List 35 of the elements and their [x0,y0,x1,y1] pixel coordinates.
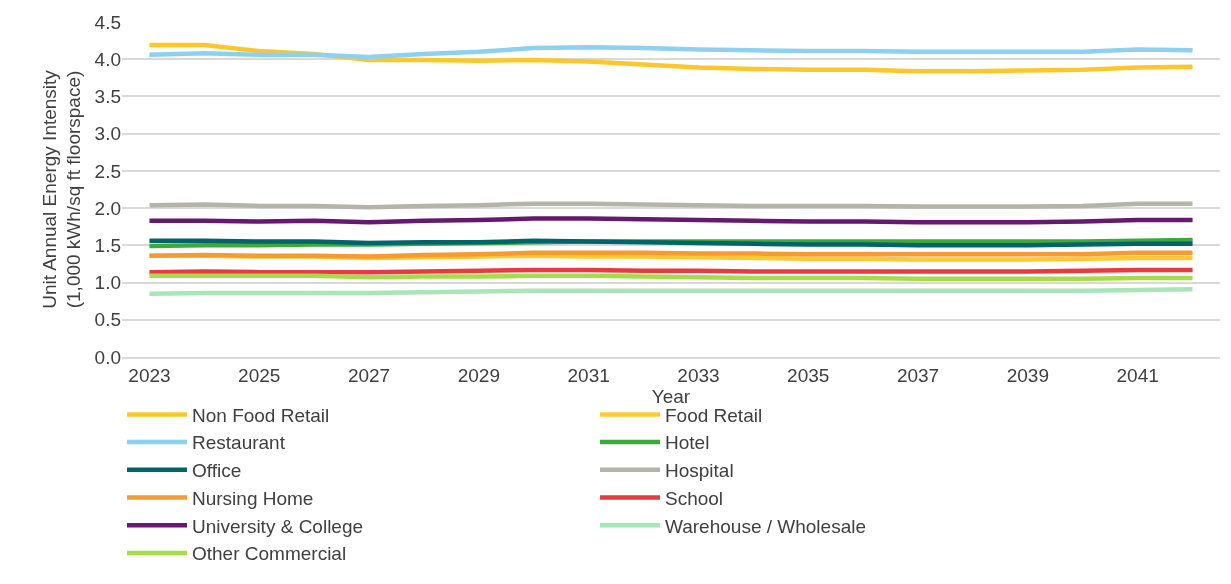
legend-label: School [665,487,724,509]
x-tick-label: 2041 [1116,364,1159,386]
legend-label: Nursing Home [192,487,314,509]
y-tick-label: 0.5 [94,309,121,331]
x-tick-label: 2033 [677,364,720,386]
y-tick-label: 0.0 [94,346,121,368]
legend-label: Warehouse / Wholesale [665,515,867,537]
y-tick-label: 1.0 [94,272,121,294]
legend-label: Other Commercial [192,543,347,565]
y-tick-label: 2.0 [94,197,121,219]
x-tick-label: 2035 [787,364,830,386]
legend-label: University & College [192,515,364,537]
legend-label: Restaurant [192,432,286,454]
line-series [147,42,1195,74]
y-tick-label: 1.5 [94,234,121,256]
x-tick-label: 2023 [128,364,171,386]
x-tick-label: 2031 [567,364,610,386]
y-tick-label: 4.0 [94,48,121,70]
x-tick-label: 2025 [238,364,281,386]
legend-label: Food Retail [665,404,763,426]
y-tick-label: 4.5 [94,11,121,33]
y-tick-label: 3.0 [94,123,121,145]
x-tick-label: 2029 [457,364,500,386]
legend-label: Non Food Retail [192,404,330,426]
y-tick-label: 2.5 [94,160,121,182]
legend-label: Office [192,460,242,482]
x-axis-title: Year [651,385,691,407]
legend-label: Hotel [665,432,710,454]
legend-label: Hospital [665,460,734,482]
x-tick-label: 2039 [1006,364,1049,386]
y-axis-title: Unit Annual Energy Intensity (1,000 kWh/sq ft floorspace) [38,69,85,309]
x-tick-label: 2027 [347,364,391,386]
x-tick-label: 2037 [896,364,940,386]
y-tick-label: 3.5 [94,86,121,108]
line-series [147,45,1195,60]
